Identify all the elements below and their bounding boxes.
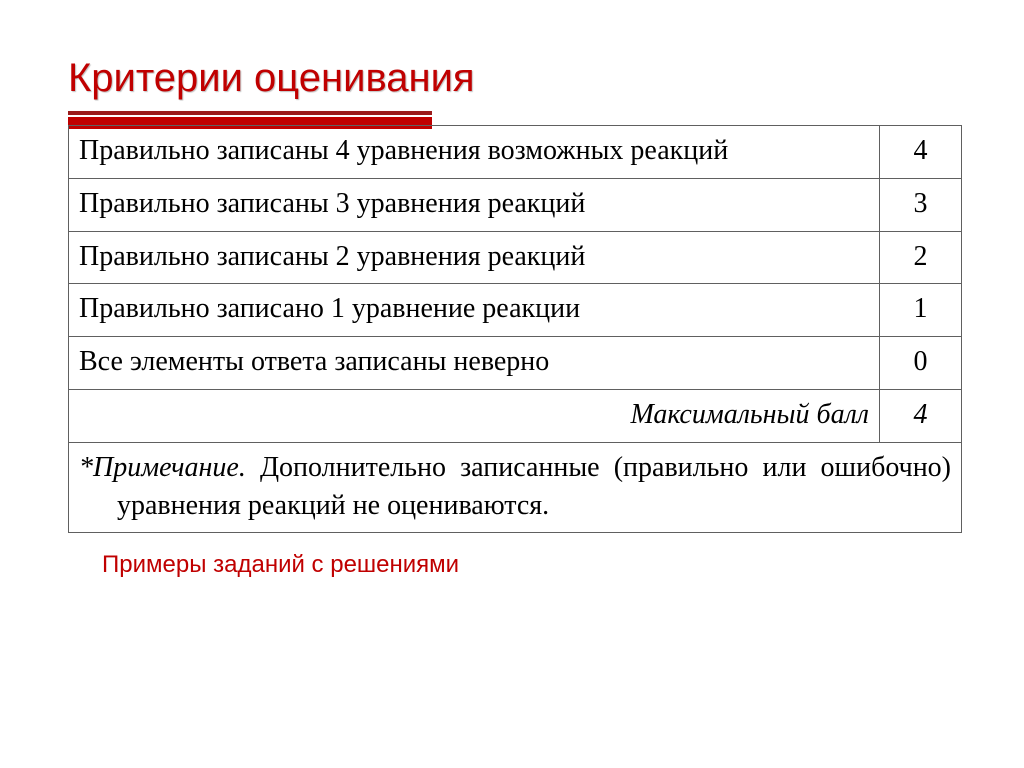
subtitle-link[interactable]: Примеры заданий с решениями <box>68 551 956 579</box>
page-title: Критерии оценивания <box>68 56 956 101</box>
criterion-cell: Правильно записаны 2 уравнения реакций <box>69 231 880 284</box>
table-row: Правильно записаны 3 уравнения реакций 3 <box>69 178 962 231</box>
criterion-cell: Правильно записаны 4 уравнения возможных… <box>69 126 880 179</box>
score-cell: 0 <box>880 337 962 390</box>
score-cell: 4 <box>880 126 962 179</box>
criterion-cell: Правильно записано 1 уравнение реакции <box>69 284 880 337</box>
max-score-cell: 4 <box>880 389 962 442</box>
note-row: *Примечание. Дополнительно записанные (п… <box>69 442 962 533</box>
table-row: Все элементы ответа записаны неверно 0 <box>69 337 962 390</box>
criterion-cell: Все элементы ответа записаны неверно <box>69 337 880 390</box>
underline-thin <box>68 111 432 115</box>
table-row: Правильно записано 1 уравнение реакции 1 <box>69 284 962 337</box>
max-score-row: Максимальный балл 4 <box>69 389 962 442</box>
score-cell: 2 <box>880 231 962 284</box>
criterion-cell: Правильно записаны 3 уравнения реакций <box>69 178 880 231</box>
max-label-cell: Максимальный балл <box>69 389 880 442</box>
note-cell: *Примечание. Дополнительно записанные (п… <box>69 442 962 533</box>
note-label: *Примечание. <box>79 452 246 483</box>
score-cell: 3 <box>880 178 962 231</box>
criteria-table: Правильно записаны 4 уравнения возможных… <box>68 125 962 533</box>
score-cell: 1 <box>880 284 962 337</box>
table-row: Правильно записаны 2 уравнения реакций 2 <box>69 231 962 284</box>
table-row: Правильно записаны 4 уравнения возможных… <box>69 126 962 179</box>
